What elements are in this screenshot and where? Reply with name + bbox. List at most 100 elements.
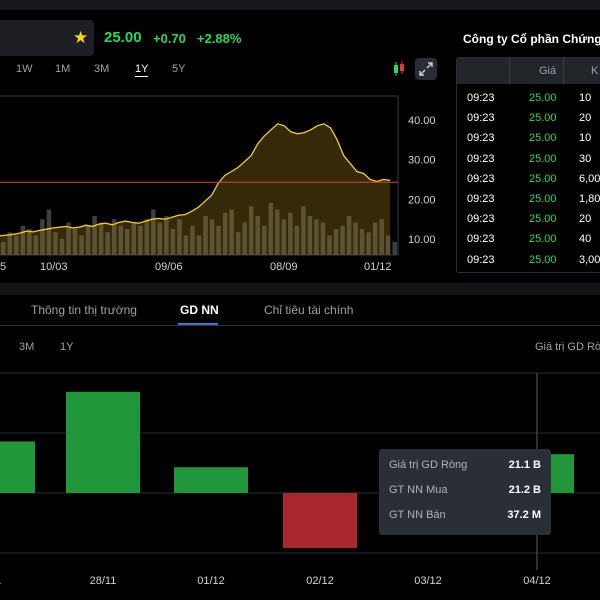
trade-row: 09:23 25.00 10 [457,89,600,109]
trade-time: 09:23 [467,92,495,104]
price-change: +0.70 [153,31,186,46]
price-change-percent: +2.88% [197,31,242,46]
volume-bar [275,209,280,255]
volume-bar [366,232,371,255]
tab-market-info[interactable]: Thông tin thị trường [31,303,137,317]
tooltip-label: GT NN Bán [389,509,446,521]
volume-bar [27,229,32,255]
volume-bar [346,216,352,255]
net-value-bar [174,467,248,493]
top-bar [0,0,600,10]
net-value-legend: Giá trị GD Ròng [535,341,600,353]
volume-bar [229,209,234,255]
volume-bar [138,225,143,255]
trade-price: 25.00 [529,193,557,205]
trade-list-panel: Giá K 09:23 25.00 10 09:23 25.00 20 09:23 25.00… [456,57,600,273]
section-divider [0,283,600,295]
trade-time: 09:23 [467,213,495,226]
volume-bar [92,216,97,255]
volume-bar [222,212,228,255]
current-price: 25.00 [104,29,142,46]
trade-volume: 10 [579,132,592,145]
tab-financial-indicators[interactable]: Chỉ tiêu tài chính [264,303,354,317]
trade-row: 09:23 25.00 30 [457,150,600,170]
x-axis-date-label: 01/12 [197,575,225,587]
foreign-range-1y[interactable]: 1Y [60,341,74,353]
range-5y[interactable]: 5Y [172,63,186,75]
volume-bar [20,225,26,255]
volume-bar [111,219,117,255]
tab-bar: Thông tin thị trường GD NN Chỉ tiêu tài … [0,295,600,326]
volume-bar [157,222,163,255]
symbol-search-box[interactable] [0,20,94,56]
price-chart[interactable]: 40.00 30.00 20.00 10.00 5 10/03 09/06 08/09 01/1… [0,90,456,280]
volume-bar [268,203,274,255]
y-axis-label: 40.00 [408,115,436,127]
x-axis-label: 01/12 [364,261,392,273]
foreign-range-3m[interactable]: 3M [19,341,35,353]
trade-row: 09:23 25.00 20 [457,210,600,230]
x-axis-date-label: 02/12 [306,575,334,587]
tab-foreign-trading[interactable]: GD NN [180,303,219,317]
volume-bar [255,216,260,255]
volume-bar [196,235,202,255]
trade-price: 25.00 [529,92,557,104]
volume-bar [392,242,397,255]
tooltip-value: 21.1 B [508,459,541,471]
volume-bar [33,235,39,255]
trade-volume: 3,00 [579,253,600,266]
range-3m[interactable]: 3M [94,63,110,75]
price-line [0,123,391,237]
trade-price: 25.00 [529,152,557,165]
x-axis-label: 09/06 [155,261,183,273]
favorite-star-icon[interactable]: ★ [73,28,89,47]
trade-price: 25.00 [529,213,557,226]
trade-list-header: Giá K [457,58,600,84]
volume-bar [314,219,319,255]
volume-bar [235,232,241,255]
volume-bar [379,219,384,255]
trade-time: 09:23 [467,233,495,246]
trade-time: 09:23 [467,193,495,205]
volume-bar [131,222,137,255]
volume-bar [190,225,195,255]
range-1y[interactable]: 1Y [135,63,149,77]
y-axis-label: 10.00 [408,234,436,246]
trade-time: 09:23 [467,112,495,125]
volume-bar [281,219,287,255]
trade-volume: 10 [579,92,592,104]
expand-icon[interactable] [415,58,437,80]
tooltip-label: Giá trị GD Ròng [389,459,468,471]
volume-bar [327,235,332,255]
trade-time: 09:23 [467,152,495,165]
volume-bar [144,219,150,255]
y-axis-label: 30.00 [408,155,436,167]
trade-price: 25.00 [529,233,557,246]
column-header-price: Giá [539,65,557,77]
volume-bar [340,225,345,255]
volume-bar [14,235,19,255]
trade-volume: 40 [579,233,592,246]
x-axis-label: 10/03 [40,261,68,273]
company-name: Công ty Cổ phần Chứng k [463,32,600,46]
volume-bar [320,222,326,255]
trade-row: 09:23 25.00 1,80 [457,190,600,210]
price-area [0,123,390,255]
volume-bar [372,222,378,255]
chart-tooltip: Giá trị GD Ròng 21.1 B GT NN Mua 21.2 B … [379,449,551,535]
candlestick-icon[interactable] [388,58,410,80]
range-1m[interactable]: 1M [55,63,71,75]
y-axis-label: 20.00 [408,194,436,206]
volume-bar [183,235,189,255]
range-1w[interactable]: 1W [16,63,33,75]
tooltip-value: 21.2 B [508,484,541,496]
volume-bar [53,232,58,255]
net-value-bar [0,441,35,493]
volume-bar [248,206,254,255]
net-value-bar [66,391,140,493]
volume-bar [85,225,91,255]
volume-bar [105,232,110,255]
x-axis-date-label: 03/12 [414,575,442,587]
x-axis-date-label: 28/11 [90,575,117,587]
volume-bar [242,222,247,255]
